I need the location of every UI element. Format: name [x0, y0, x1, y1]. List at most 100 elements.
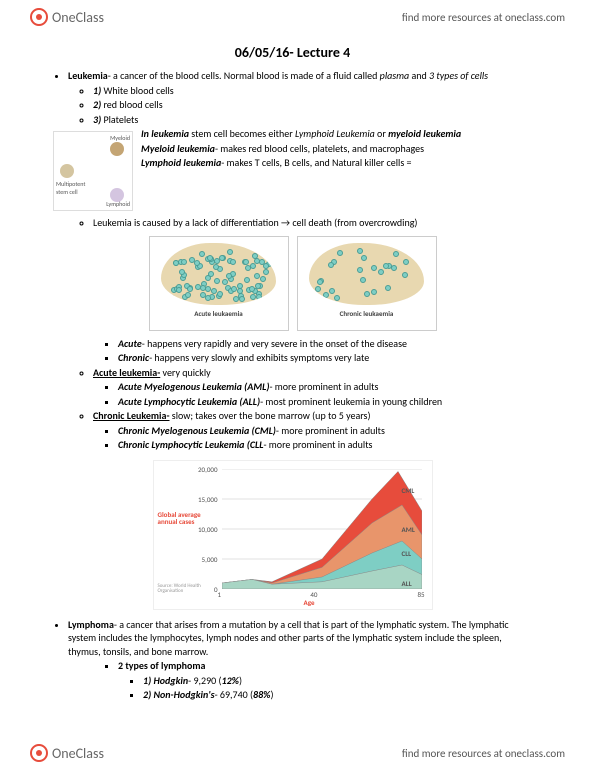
cll-item: Chronic Lymphocytic Leukemia (CLL- more … — [118, 438, 535, 452]
document-body: 06/05/16- Lecture 4 Leukemia- a cancer o… — [0, 34, 595, 713]
myeloid-text: - makes red blood cells, platelets, and … — [215, 142, 424, 155]
cell-1-n: 1) — [93, 84, 101, 97]
chronic-section-desc: slow; takes over the bone marrow (up to … — [170, 409, 371, 422]
brand-name: OneClass — [52, 9, 104, 26]
header-tagline: find more resources at oneclass.com — [402, 11, 565, 24]
nonhodgkin-close: ) — [270, 688, 273, 701]
page-header: OneClass find more resources at oneclass… — [0, 0, 595, 34]
acute-timing: Acute- happens very rapidly and very sev… — [118, 337, 535, 351]
lymphoma-h: Lymphoma — [68, 618, 114, 631]
nonhodgkin-text: - 69,740 ( — [215, 688, 253, 701]
stem-cell-icon — [60, 164, 74, 178]
hodgkin-item: 1) Hodgkin- 9,290 (12%) — [143, 674, 535, 688]
myeloid-cell-icon — [110, 142, 124, 156]
acute-bone-image: Acute leukaemia — [149, 236, 289, 331]
nonhodgkin-item: 2) Non-Hodgkin's- 69,740 (88%) — [143, 688, 535, 702]
footer-tagline: find more resources at oneclass.com — [402, 747, 565, 760]
aml-text: - more prominent in adults — [269, 380, 378, 393]
cell-1: 1) White blood cells — [93, 84, 535, 98]
footer-brand-name: OneClass — [52, 745, 104, 762]
acute-section: Acute leukemia- very quickly Acute Myelo… — [93, 366, 535, 409]
cml-h: Chronic Myelogenous Leukemia (CML) — [118, 424, 276, 437]
footer-logo-icon — [30, 744, 48, 762]
hodgkin-n: 1) Hodgkin — [143, 674, 188, 687]
all-item: Acute Lymphocytic Leukemia (ALL)- most p… — [118, 395, 535, 409]
lymphoid-text: - makes T cells, B cells, and Natural ki… — [221, 156, 411, 169]
hodgkin-close: ) — [239, 674, 242, 687]
acute-bone-shape — [161, 243, 276, 305]
chronic-timing-h: Chronic — [118, 351, 149, 364]
chronic-bone-image: Chronic leukaemia — [297, 236, 437, 331]
lymphoma-def: - a cancer that arises from a mutation b… — [68, 618, 509, 658]
diagram-label-stem: Multipotent stem cell — [56, 180, 96, 196]
three-types: 3 types of cells — [429, 69, 488, 82]
chronic-timing-text: - happens very slowly and exhibits sympt… — [149, 351, 369, 364]
stem-intro: stem cell becomes either — [189, 127, 295, 140]
lymphoid-h: Lymphoid leukemia — [141, 156, 221, 169]
cell-2-n: 2) — [93, 98, 101, 111]
cell-3: 3) Platelets — [93, 113, 535, 127]
lymphoma-item: Lymphoma- a cancer that arises from a mu… — [68, 618, 535, 702]
acute-section-h: Acute leukemia- — [93, 366, 160, 379]
chronic-section: Chronic Leukemia- slow; takes over the b… — [93, 409, 535, 452]
lymphoid-item: Lymphoid leukemia- makes T cells, B cell… — [118, 156, 535, 170]
cell-2: 2) red blood cells — [93, 98, 535, 112]
diagram-label-lymphoid: Lymphoid — [106, 200, 130, 208]
cml-item: Chronic Myelogenous Leukemia (CML)- more… — [118, 424, 535, 438]
aml-h: Acute Myelogenous Leukemia (AML) — [118, 380, 269, 393]
page-footer: OneClass find more resources at oneclass… — [0, 736, 595, 770]
lymphoma-types: 2 types of lymphoma 1) Hodgkin- 9,290 (1… — [118, 659, 535, 702]
logo-icon — [30, 8, 48, 26]
leukemia-def2: and — [409, 69, 429, 82]
chronic-caption: Chronic leukaemia — [298, 309, 436, 318]
stem-cell-diagram: Myeloid Multipotent stem cell Lymphoid — [53, 131, 133, 211]
stem-ll: Lymphoid Leukemia — [295, 127, 375, 140]
lymphoma-types-h: 2 types of lymphoma — [118, 659, 206, 672]
sections-wrap: Acute leukemia- very quickly Acute Myelo… — [68, 366, 535, 452]
timing-wrap2: Acute- happens very rapidly and very sev… — [93, 337, 535, 365]
aml-item: Acute Myelogenous Leukemia (AML)- more p… — [118, 380, 535, 394]
stem-intro-pre: In leukemia — [141, 127, 189, 140]
cell-3-text: Platelets — [101, 113, 138, 126]
footer-logo: OneClass — [30, 744, 104, 762]
bone-marrow-images: Acute leukaemia Chronic leukaemia — [50, 236, 535, 331]
stem-or: or — [375, 127, 388, 140]
myeloid-h: Myeloid leukemia — [141, 142, 215, 155]
cll-h: Chronic Lymphocytic Leukemia (CLL — [118, 438, 263, 451]
all-text: - most prominent leukemia in young child… — [260, 395, 442, 408]
acute-caption: Acute leukaemia — [150, 309, 288, 318]
leukemia-item: Leukemia- a cancer of the blood cells. N… — [68, 69, 535, 230]
plasma-word: plasma — [380, 69, 410, 82]
hodgkin-text: - 9,290 ( — [188, 674, 221, 687]
leukemia-def: - a cancer of the blood cells. Normal bl… — [108, 69, 380, 82]
nonhodgkin-n: 2) Non-Hodgkin's — [143, 688, 215, 701]
hodgkin-pct: 12% — [222, 674, 239, 687]
lymphoma-types-wrap: 2 types of lymphoma 1) Hodgkin- 9,290 (1… — [93, 659, 535, 702]
diagram-label-myeloid: Myeloid — [110, 134, 130, 142]
acute-timing-h: Acute — [118, 337, 142, 350]
acute-timing-text: - happens very rapidly and very severe i… — [142, 337, 407, 350]
chronic-section-h: Chronic Leukemia- — [93, 409, 170, 422]
leukemia-heading: Leukemia — [68, 69, 108, 82]
cell-3-n: 3) — [93, 113, 101, 126]
page-title: 06/05/16- Lecture 4 — [50, 44, 535, 61]
leukemia-incidence-chart: Global average annual cases Source: Worl… — [153, 460, 433, 610]
chart-plot-area: 05,00010,00015,00020,00014085ALLCLLAMLCM… — [222, 469, 422, 589]
myeloid-item: Myeloid leukemia- makes red blood cells,… — [118, 142, 535, 156]
acute-section-desc: very quickly — [160, 366, 210, 379]
chronic-bone-shape — [309, 243, 424, 305]
cll-text: - more prominent in adults — [263, 438, 372, 451]
all-h: Acute Lymphocytic Leukemia (ALL) — [118, 395, 260, 408]
brand-logo: OneClass — [30, 8, 104, 26]
cause-item: Leukemia is caused by a lack of differen… — [93, 216, 535, 230]
nonhodgkin-pct: 88% — [253, 688, 270, 701]
stem-ml: myeloid leukemia — [388, 127, 461, 140]
cell-1-text: White blood cells — [101, 84, 174, 97]
chart-xlabel: Age — [304, 598, 315, 607]
timing-wrap: Acute- happens very rapidly and very sev… — [68, 337, 535, 365]
stem-item: Myeloid Multipotent stem cell Lymphoid I… — [93, 127, 535, 215]
cml-text: - more prominent in adults — [276, 424, 385, 437]
chart-svg — [222, 469, 422, 589]
cell-2-text: red blood cells — [101, 98, 162, 111]
chronic-timing: Chronic- happens very slowly and exhibit… — [118, 351, 535, 365]
